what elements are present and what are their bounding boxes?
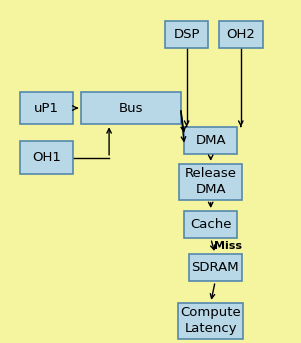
FancyBboxPatch shape [219, 21, 262, 48]
FancyBboxPatch shape [184, 211, 237, 238]
FancyBboxPatch shape [20, 92, 73, 124]
Text: Miss: Miss [214, 241, 242, 251]
FancyBboxPatch shape [179, 164, 242, 200]
FancyBboxPatch shape [20, 141, 73, 174]
FancyBboxPatch shape [184, 127, 237, 154]
Text: OH2: OH2 [226, 28, 255, 41]
Text: Compute
Latency: Compute Latency [180, 306, 241, 335]
FancyBboxPatch shape [81, 92, 181, 124]
FancyBboxPatch shape [178, 303, 243, 339]
FancyBboxPatch shape [165, 21, 208, 48]
Text: Release
DMA: Release DMA [185, 167, 237, 196]
Text: DSP: DSP [173, 28, 200, 41]
FancyBboxPatch shape [189, 254, 242, 281]
Text: Cache: Cache [190, 218, 231, 231]
Text: DMA: DMA [195, 134, 226, 147]
Text: Bus: Bus [119, 102, 143, 115]
Text: SDRAM: SDRAM [191, 261, 239, 274]
Text: uP1: uP1 [34, 102, 59, 115]
Text: OH1: OH1 [32, 151, 61, 164]
